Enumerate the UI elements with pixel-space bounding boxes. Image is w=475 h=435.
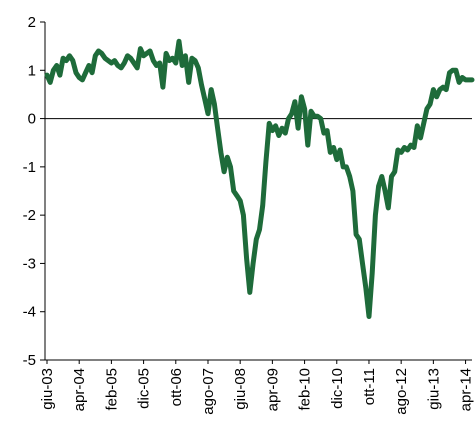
x-tick-label: ott-11 — [361, 368, 378, 405]
y-tick-label: 2 — [28, 14, 36, 31]
y-tick-label: -5 — [23, 352, 36, 369]
x-tick-label: giu-08 — [232, 368, 249, 410]
x-tick-label: giu-03 — [39, 368, 56, 410]
data-line — [44, 38, 475, 319]
y-tick-label: 1 — [28, 62, 36, 79]
x-tick-label: giu-13 — [425, 368, 442, 410]
x-tick-label: feb-10 — [297, 368, 314, 411]
x-tick-label: feb-05 — [103, 368, 120, 411]
x-tick-label: dic-05 — [136, 368, 153, 409]
x-tick-label: dic-10 — [329, 368, 346, 409]
x-tick-label: apr-04 — [71, 368, 88, 411]
y-tick-label: -3 — [23, 255, 36, 272]
y-tick-label: -2 — [23, 207, 36, 224]
y-tick-label: -4 — [23, 304, 36, 321]
x-tick-label: ago-12 — [393, 368, 410, 415]
y-tick-label: 0 — [28, 111, 36, 128]
x-tick-label: ago-07 — [200, 368, 217, 415]
x-tick-label: ott-06 — [168, 368, 185, 406]
x-tick-label: apr-14 — [458, 368, 475, 411]
y-tick-label: -1 — [23, 159, 36, 176]
x-tick-label: apr-09 — [264, 368, 281, 411]
